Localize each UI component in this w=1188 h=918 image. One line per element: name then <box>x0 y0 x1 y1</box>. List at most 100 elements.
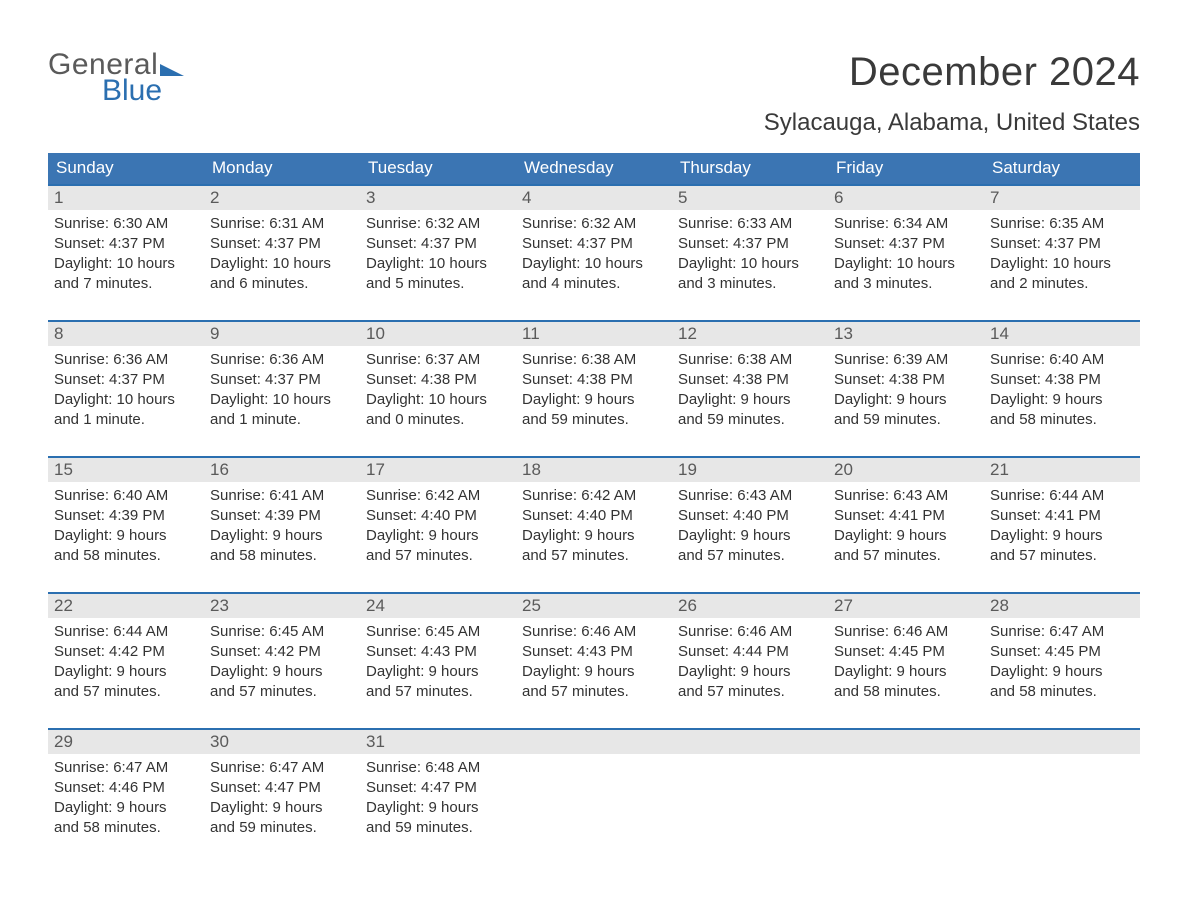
calendar-cell: 10Sunrise: 6:37 AMSunset: 4:38 PMDayligh… <box>360 322 516 432</box>
day-details: Sunrise: 6:35 AMSunset: 4:37 PMDaylight:… <box>984 210 1140 293</box>
calendar-cell: 23Sunrise: 6:45 AMSunset: 4:42 PMDayligh… <box>204 594 360 704</box>
day-details: Sunrise: 6:38 AMSunset: 4:38 PMDaylight:… <box>516 346 672 429</box>
sunset-text: Sunset: 4:38 PM <box>366 370 510 390</box>
daylight-line1: Daylight: 9 hours <box>210 662 354 682</box>
daylight-line2: and 59 minutes. <box>210 818 354 838</box>
day-details: Sunrise: 6:34 AMSunset: 4:37 PMDaylight:… <box>828 210 984 293</box>
daylight-line1: Daylight: 9 hours <box>834 662 978 682</box>
daylight-line2: and 57 minutes. <box>522 682 666 702</box>
day-number: 4 <box>516 186 672 210</box>
calendar-cell: 12Sunrise: 6:38 AMSunset: 4:38 PMDayligh… <box>672 322 828 432</box>
daylight-line2: and 3 minutes. <box>834 274 978 294</box>
sunrise-text: Sunrise: 6:37 AM <box>366 350 510 370</box>
sunrise-text: Sunrise: 6:33 AM <box>678 214 822 234</box>
day-number: 8 <box>48 322 204 346</box>
daylight-line2: and 3 minutes. <box>678 274 822 294</box>
daylight-line2: and 58 minutes. <box>834 682 978 702</box>
day-details: Sunrise: 6:39 AMSunset: 4:38 PMDaylight:… <box>828 346 984 429</box>
sunset-text: Sunset: 4:45 PM <box>990 642 1134 662</box>
daylight-line1: Daylight: 9 hours <box>366 798 510 818</box>
sunrise-text: Sunrise: 6:47 AM <box>210 758 354 778</box>
calendar-cell: 25Sunrise: 6:46 AMSunset: 4:43 PMDayligh… <box>516 594 672 704</box>
sunset-text: Sunset: 4:37 PM <box>834 234 978 254</box>
daylight-line2: and 4 minutes. <box>522 274 666 294</box>
daylight-line2: and 57 minutes. <box>522 546 666 566</box>
calendar-cell <box>984 730 1140 840</box>
day-number: 27 <box>828 594 984 618</box>
sunrise-text: Sunrise: 6:36 AM <box>210 350 354 370</box>
day-details: Sunrise: 6:43 AMSunset: 4:40 PMDaylight:… <box>672 482 828 565</box>
day-number: 13 <box>828 322 984 346</box>
sunrise-text: Sunrise: 6:44 AM <box>54 622 198 642</box>
logo-triangle-icon <box>160 64 184 76</box>
sunset-text: Sunset: 4:42 PM <box>54 642 198 662</box>
day-details: Sunrise: 6:30 AMSunset: 4:37 PMDaylight:… <box>48 210 204 293</box>
sunrise-text: Sunrise: 6:48 AM <box>366 758 510 778</box>
page-title: December 2024 <box>764 50 1140 95</box>
daylight-line1: Daylight: 9 hours <box>210 526 354 546</box>
sunset-text: Sunset: 4:44 PM <box>678 642 822 662</box>
day-number: 10 <box>360 322 516 346</box>
sunrise-text: Sunrise: 6:39 AM <box>834 350 978 370</box>
day-number: 14 <box>984 322 1140 346</box>
day-number: 26 <box>672 594 828 618</box>
calendar-cell: 19Sunrise: 6:43 AMSunset: 4:40 PMDayligh… <box>672 458 828 568</box>
week-row: 22Sunrise: 6:44 AMSunset: 4:42 PMDayligh… <box>48 592 1140 704</box>
day-number: 2 <box>204 186 360 210</box>
day-details: Sunrise: 6:44 AMSunset: 4:42 PMDaylight:… <box>48 618 204 701</box>
sunrise-text: Sunrise: 6:47 AM <box>54 758 198 778</box>
sunrise-text: Sunrise: 6:45 AM <box>210 622 354 642</box>
calendar-cell: 6Sunrise: 6:34 AMSunset: 4:37 PMDaylight… <box>828 186 984 296</box>
daylight-line1: Daylight: 9 hours <box>990 526 1134 546</box>
dow-thursday: Thursday <box>672 153 828 184</box>
calendar-cell: 15Sunrise: 6:40 AMSunset: 4:39 PMDayligh… <box>48 458 204 568</box>
sunset-text: Sunset: 4:38 PM <box>522 370 666 390</box>
logo-text-blue: Blue <box>102 76 184 106</box>
day-number: 30 <box>204 730 360 754</box>
sunrise-text: Sunrise: 6:42 AM <box>522 486 666 506</box>
calendar-cell: 22Sunrise: 6:44 AMSunset: 4:42 PMDayligh… <box>48 594 204 704</box>
dow-tuesday: Tuesday <box>360 153 516 184</box>
daylight-line2: and 5 minutes. <box>366 274 510 294</box>
daylight-line2: and 6 minutes. <box>210 274 354 294</box>
daylight-line2: and 58 minutes. <box>990 410 1134 430</box>
sunset-text: Sunset: 4:40 PM <box>678 506 822 526</box>
daylight-line1: Daylight: 9 hours <box>990 662 1134 682</box>
sunset-text: Sunset: 4:39 PM <box>54 506 198 526</box>
calendar-cell: 29Sunrise: 6:47 AMSunset: 4:46 PMDayligh… <box>48 730 204 840</box>
day-number: 31 <box>360 730 516 754</box>
day-details: Sunrise: 6:36 AMSunset: 4:37 PMDaylight:… <box>204 346 360 429</box>
day-details: Sunrise: 6:37 AMSunset: 4:38 PMDaylight:… <box>360 346 516 429</box>
daylight-line2: and 59 minutes. <box>678 410 822 430</box>
sunset-text: Sunset: 4:43 PM <box>366 642 510 662</box>
logo: General Blue <box>48 50 184 106</box>
calendar-cell: 26Sunrise: 6:46 AMSunset: 4:44 PMDayligh… <box>672 594 828 704</box>
daylight-line1: Daylight: 10 hours <box>522 254 666 274</box>
sunrise-text: Sunrise: 6:43 AM <box>834 486 978 506</box>
sunrise-text: Sunrise: 6:38 AM <box>678 350 822 370</box>
day-details: Sunrise: 6:46 AMSunset: 4:44 PMDaylight:… <box>672 618 828 701</box>
day-number: 20 <box>828 458 984 482</box>
calendar-cell: 18Sunrise: 6:42 AMSunset: 4:40 PMDayligh… <box>516 458 672 568</box>
day-details: Sunrise: 6:48 AMSunset: 4:47 PMDaylight:… <box>360 754 516 837</box>
daylight-line1: Daylight: 9 hours <box>522 526 666 546</box>
daylight-line1: Daylight: 10 hours <box>990 254 1134 274</box>
day-details: Sunrise: 6:32 AMSunset: 4:37 PMDaylight:… <box>360 210 516 293</box>
sunset-text: Sunset: 4:46 PM <box>54 778 198 798</box>
dow-friday: Friday <box>828 153 984 184</box>
daylight-line2: and 57 minutes. <box>366 682 510 702</box>
day-details: Sunrise: 6:32 AMSunset: 4:37 PMDaylight:… <box>516 210 672 293</box>
day-of-week-header: SundayMondayTuesdayWednesdayThursdayFrid… <box>48 153 1140 184</box>
daylight-line1: Daylight: 10 hours <box>54 254 198 274</box>
calendar-cell: 24Sunrise: 6:45 AMSunset: 4:43 PMDayligh… <box>360 594 516 704</box>
calendar-cell <box>828 730 984 840</box>
daylight-line1: Daylight: 9 hours <box>210 798 354 818</box>
sunrise-text: Sunrise: 6:46 AM <box>678 622 822 642</box>
sunrise-text: Sunrise: 6:47 AM <box>990 622 1134 642</box>
dow-monday: Monday <box>204 153 360 184</box>
sunset-text: Sunset: 4:37 PM <box>366 234 510 254</box>
daylight-line1: Daylight: 9 hours <box>678 390 822 410</box>
daylight-line2: and 58 minutes. <box>54 818 198 838</box>
daylight-line1: Daylight: 10 hours <box>834 254 978 274</box>
dow-sunday: Sunday <box>48 153 204 184</box>
